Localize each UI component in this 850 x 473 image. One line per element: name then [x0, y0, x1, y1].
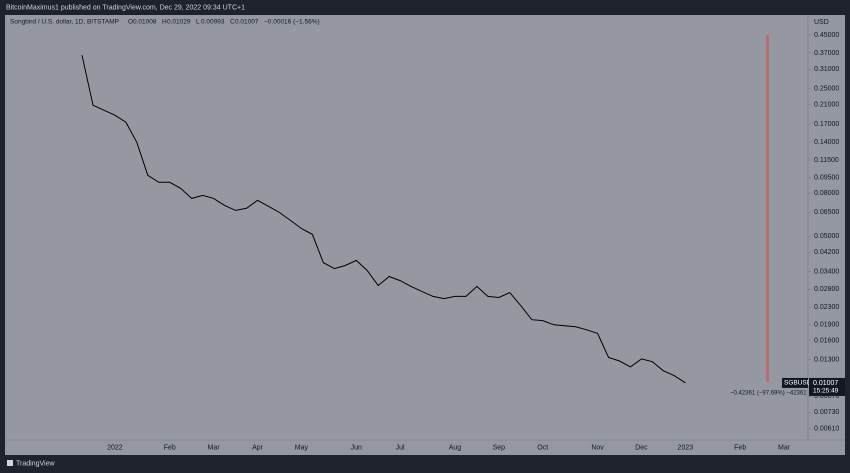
change: −0.00016 (−1.56%) [264, 19, 320, 26]
x-tick-label: Nov [591, 444, 604, 451]
x-tick-label: Aug [449, 444, 462, 451]
brand: TradingView [16, 460, 55, 467]
x-tick-label: Jun [351, 444, 362, 451]
measure-bar [766, 35, 769, 382]
y-tick-label: 0.31000 [814, 66, 839, 73]
y-tick-label: 0.02300 [814, 304, 839, 311]
y-tick-label: 0.08000 [814, 190, 839, 197]
x-tick-label: Feb [164, 444, 176, 451]
ohlc-key: C [230, 19, 235, 26]
x-tick-label: Oct [537, 444, 548, 451]
y-tick-label: 0.37000 [814, 50, 839, 57]
y-tick-label: 0.17000 [814, 121, 839, 128]
y-tick-label: 0.04200 [814, 249, 839, 256]
price-box [809, 377, 845, 396]
last-price: 0.01007 [813, 380, 838, 387]
y-tick-label: 0.21000 [814, 102, 839, 109]
symbol-title: Songbird / U.S. dollar, 1D, BITSTAMP [10, 19, 119, 26]
symbol-box [782, 377, 808, 388]
publisher: BitcoinMaximus1 published on TradingView… [6, 4, 245, 11]
y-tick-label: 0.01600 [814, 337, 839, 344]
price-line [81, 55, 686, 384]
y-tick-label: 0.00730 [814, 409, 839, 416]
ohlc-value: 0.01007 [235, 19, 259, 26]
y-tick-label: 0.14000 [814, 139, 839, 146]
x-tick-label: Apr [252, 444, 264, 451]
x-tick-label: Sep [493, 444, 506, 451]
ohlc-value: 0.01029 [167, 19, 191, 26]
y-tick-label: 0.11500 [814, 157, 839, 164]
y-tick-label: 0.01300 [814, 356, 839, 363]
footer-logo [7, 460, 13, 466]
y-tick-label: 0.45000 [814, 32, 839, 39]
x-tick-label: Jul [396, 444, 405, 451]
countdown: 15:25:49 [813, 388, 839, 395]
symbol-label: SGBUSD [784, 380, 812, 387]
y-tick-label: 0.03400 [814, 268, 839, 275]
x-tick-label: Mar [778, 444, 791, 451]
y-tick-label: 0.00610 [814, 426, 839, 433]
y-tick-label: 0.25000 [814, 86, 839, 93]
x-tick-label: Dec [635, 444, 648, 451]
y-tick-label: 0.01900 [814, 322, 839, 329]
y-axis-label: USD [814, 19, 829, 26]
x-tick-label: Mar [208, 444, 221, 451]
ohlc-value: 0.00993 [201, 19, 225, 26]
measure-label: −0.42361 (−97.69%) −42361 [730, 391, 807, 397]
y-tick-label: 0.00870 [814, 393, 839, 400]
logo-mark [7, 460, 13, 466]
x-tick-label: May [295, 444, 309, 451]
y-tick-label: 0.05000 [814, 233, 839, 240]
plot-area [5, 15, 845, 455]
ohlc-key: L [196, 19, 200, 26]
y-tick-label: 0.02800 [814, 286, 839, 293]
y-tick-label: 0.06500 [814, 209, 839, 216]
x-tick-label: Feb [734, 444, 746, 451]
ohlc-value: 0.01008 [133, 19, 157, 26]
ohlc-key: O [128, 19, 133, 26]
x-tick-label: 2022 [107, 444, 123, 451]
ohlc-key: H [162, 19, 167, 26]
x-tick-label: 2023 [678, 444, 694, 451]
y-tick-label: 0.09500 [814, 174, 839, 181]
